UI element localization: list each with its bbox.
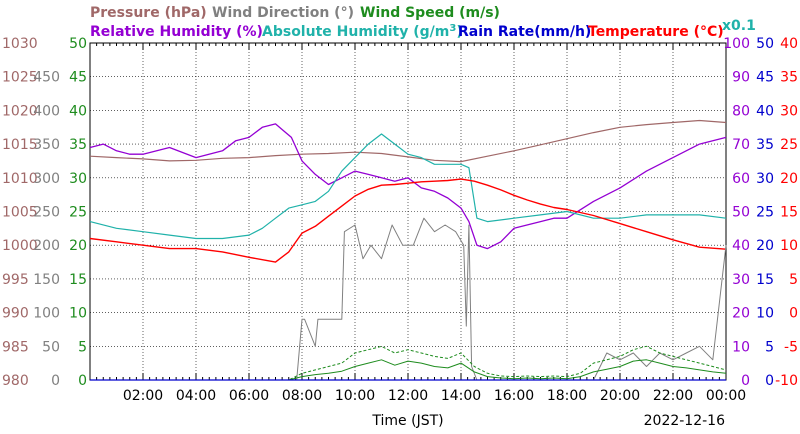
rain-tick-label: 5 (765, 339, 774, 355)
humidity-tick-label: 30 (732, 272, 750, 288)
wind-direction-tick-label: 300 (33, 171, 60, 187)
wind-speed-tick-label: 35 (69, 137, 87, 153)
y-axis-ticks: 1030102510201015101010051000995990985980… (2, 36, 798, 389)
humidity-axis-title: Relative Humidity (%) (90, 24, 263, 40)
humidity-tick-label: 40 (732, 238, 750, 254)
rain-tick-label: 40 (756, 103, 774, 119)
wind-speed-tick-label: 10 (69, 306, 87, 322)
humidity-tick-label: 70 (732, 137, 750, 153)
pressure-axis-title: Pressure (hPa) (90, 5, 207, 21)
x-axis-ticks: 02:00 04:00 06:00 08:00 10:00 12:00 14:00 16:00… (123, 388, 746, 404)
wind-speed-tick-label: 15 (69, 272, 87, 288)
rain-tick-label: 10 (756, 306, 774, 322)
wind-direction-tick-label: 100 (33, 306, 60, 322)
wind-direction-tick-label: 50 (42, 339, 60, 355)
rain-tick-label: 50 (756, 36, 774, 52)
humidity-tick-label: 10 (732, 339, 750, 355)
x-tick-label: 18:00 (547, 388, 587, 404)
series-abs-humidity-line (89, 133, 727, 240)
x-tick-label: 02:00 (123, 388, 163, 404)
x-tick-label: 08:00 (282, 388, 322, 404)
temperature-tick-label: 20 (780, 171, 798, 187)
series-layer (89, 119, 727, 381)
wind-direction-tick-label: 350 (33, 137, 60, 153)
rain-tick-label: 25 (756, 205, 774, 221)
pressure-tick-label: 1030 (2, 36, 38, 52)
temperature-tick-label: 5 (789, 272, 798, 288)
temperature-tick-label: -5 (784, 339, 798, 355)
humidity-tick-label: 60 (732, 171, 750, 187)
humidity-tick-label: 90 (732, 70, 750, 86)
abs-humidity-axis-title: Absolute Humidity (g/m3) (262, 23, 463, 41)
x-tick-label: 10:00 (335, 388, 375, 404)
x-tick-label: 06:00 (229, 388, 269, 404)
scale-note: x0.1 (722, 18, 756, 34)
x-tick-label: 00:00 (706, 388, 746, 404)
temperature-tick-label: 25 (780, 137, 798, 153)
date-label: 2022-12-16 (644, 413, 725, 429)
wind-speed-axis-title: Wind Speed (m/s) (360, 5, 500, 21)
pressure-tick-label: 980 (2, 373, 29, 389)
humidity-tick-label: 50 (732, 205, 750, 221)
wind-speed-tick-label: 20 (69, 238, 87, 254)
humidity-tick-label: 0 (741, 373, 750, 389)
pressure-tick-label: 990 (2, 306, 29, 322)
wind-speed-tick-label: 30 (69, 171, 87, 187)
series-wind-speed-gust-line (90, 345, 727, 381)
wind-speed-tick-label: 5 (78, 339, 87, 355)
series-wind-speed-line (90, 359, 727, 381)
rain-axis-title: Rain Rate(mm/h) (458, 24, 591, 40)
wind-direction-tick-label: 250 (33, 205, 60, 221)
rain-tick-label: 0 (765, 373, 774, 389)
pressure-tick-label: 1025 (2, 70, 38, 86)
temperature-tick-label: 0 (789, 306, 798, 322)
pressure-tick-label: 1005 (2, 205, 38, 221)
series-humidity-line (89, 123, 727, 250)
rain-tick-label: 35 (756, 137, 774, 153)
x-tick-label: 04:00 (176, 388, 216, 404)
grid (89, 43, 727, 380)
wind-speed-tick-label: 25 (69, 205, 87, 221)
rain-tick-label: 45 (756, 70, 774, 86)
temperature-tick-label: 30 (780, 103, 798, 119)
x-axis-title: Time (JST) (371, 413, 443, 429)
pressure-tick-label: 1000 (2, 238, 38, 254)
temperature-axis-title: Temperature (°C) (588, 24, 724, 40)
wind-direction-tick-label: 200 (33, 238, 60, 254)
humidity-tick-label: 80 (732, 103, 750, 119)
humidity-tick-label: 20 (732, 306, 750, 322)
pressure-tick-label: 1010 (2, 171, 38, 187)
wind-speed-tick-label: 40 (69, 103, 87, 119)
pressure-tick-label: 985 (2, 339, 29, 355)
rain-tick-label: 20 (756, 238, 774, 254)
series-pressure-line (89, 119, 727, 163)
temperature-tick-label: 40 (780, 36, 798, 52)
series-wind-direction-line (90, 217, 727, 381)
x-tick-label: 22:00 (653, 388, 693, 404)
pressure-tick-label: 1015 (2, 137, 38, 153)
temperature-tick-label: 15 (780, 205, 798, 221)
rain-tick-label: 30 (756, 171, 774, 187)
rain-tick-label: 15 (756, 272, 774, 288)
series-temperature-line (89, 178, 727, 263)
pressure-tick-label: 1020 (2, 103, 38, 119)
humidity-tick-label: 100 (723, 36, 750, 52)
x-tick-label: 14:00 (441, 388, 481, 404)
temperature-tick-label: -10 (775, 373, 798, 389)
wind-speed-tick-label: 0 (78, 373, 87, 389)
pressure-tick-label: 995 (2, 272, 29, 288)
x-tick-label: 12:00 (388, 388, 428, 404)
wind-direction-tick-label: 0 (51, 373, 60, 389)
wind-direction-axis-title: Wind Direction (°) (212, 5, 354, 21)
temperature-tick-label: 35 (780, 70, 798, 86)
x-tick-label: 16:00 (494, 388, 534, 404)
wind-speed-tick-label: 45 (69, 70, 87, 86)
wind-direction-tick-label: 150 (33, 272, 60, 288)
x-tick-label: 20:00 (600, 388, 640, 404)
wind-direction-tick-label: 400 (33, 103, 60, 119)
temperature-tick-label: 10 (780, 238, 798, 254)
wind-speed-tick-label: 50 (69, 36, 87, 52)
wind-direction-tick-label: 450 (33, 70, 60, 86)
